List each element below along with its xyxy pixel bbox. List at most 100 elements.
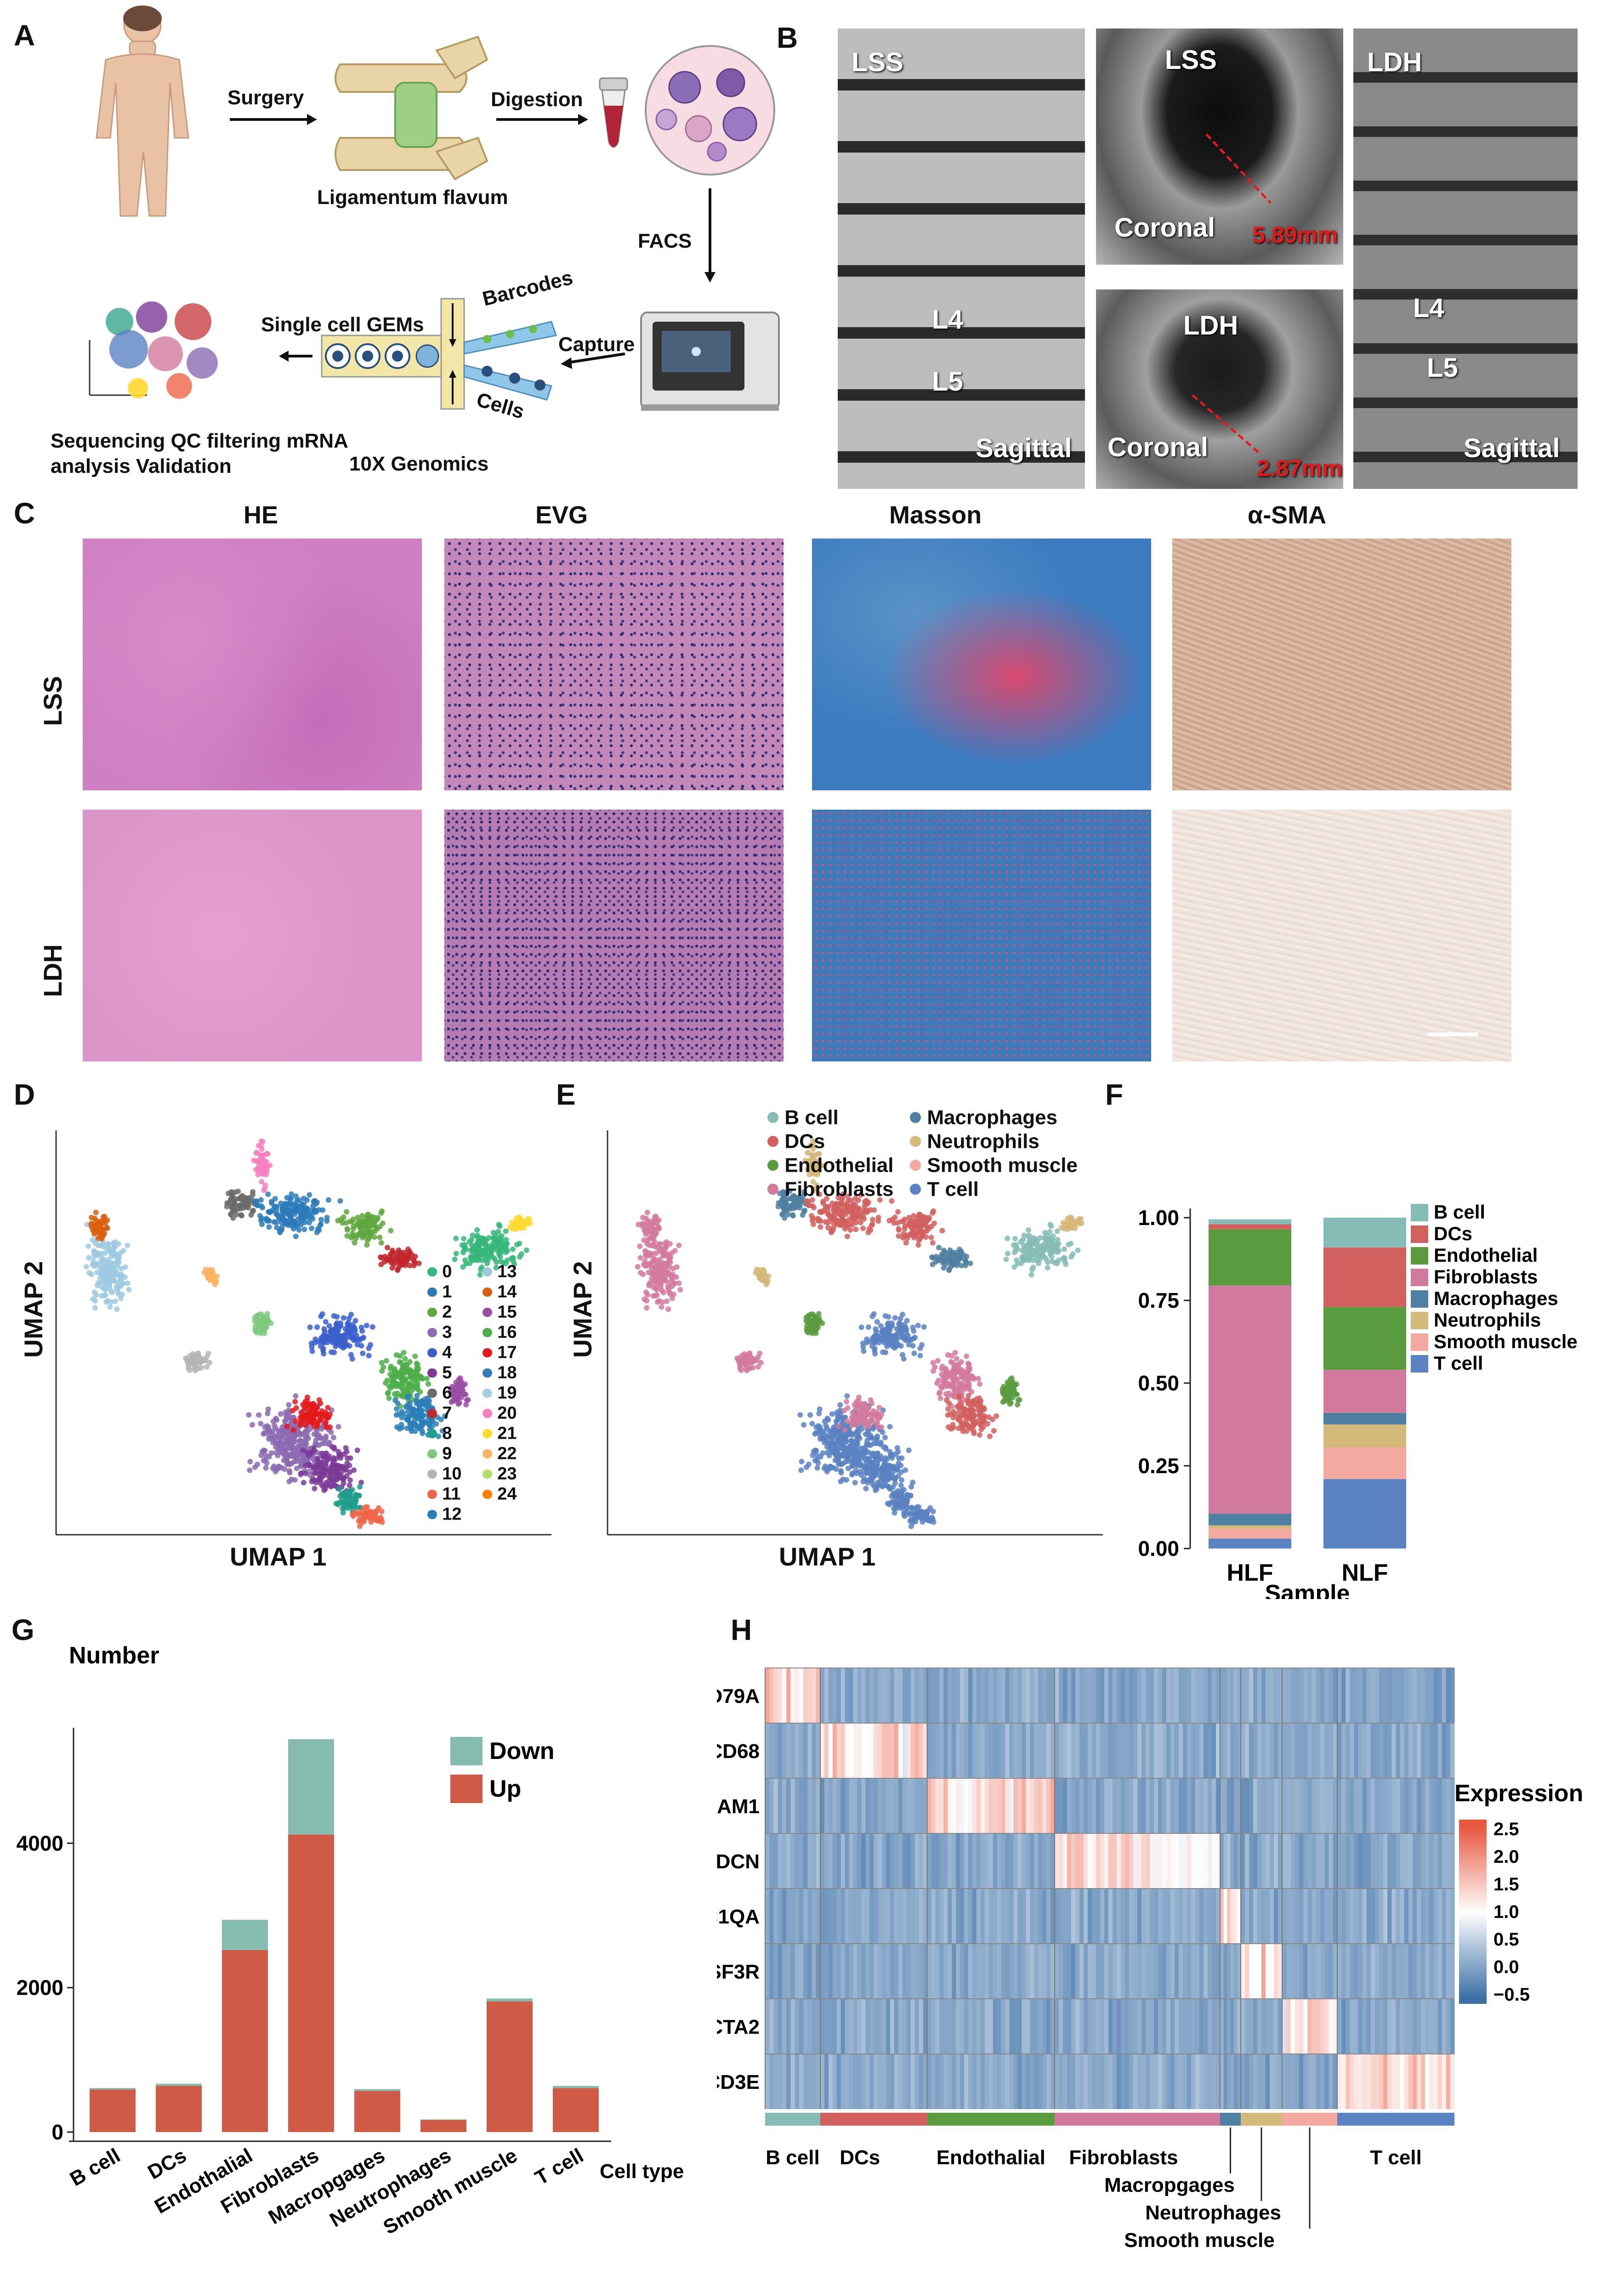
y-tick-label: 0.25 [1138,1454,1179,1478]
umap-point [861,1476,867,1482]
mini-umap-icon [89,301,218,399]
umap-point [895,1464,901,1470]
column-title-masson: Masson [889,501,982,529]
umap-point [1047,1229,1053,1235]
umap-point [116,1291,122,1297]
legend-item: 21 [483,1423,517,1443]
heatmap-cell [927,1723,932,1778]
umap-point [815,1217,821,1223]
umap-point [848,1432,853,1437]
heatmap-cell [816,1999,821,2054]
umap-point [393,1384,399,1390]
umap-point [307,1192,312,1198]
heatmap-cell [786,1723,791,1778]
umap-point [946,1267,952,1273]
umap-point [852,1402,857,1408]
umap-point [811,1205,817,1210]
umap-point [254,1326,260,1332]
heatmap-cell [914,2054,920,2109]
umap-point [843,1477,849,1483]
umap-point [893,1492,899,1498]
mri-measure: 2.87mm [1257,455,1343,481]
umap-point [863,1470,869,1476]
umap-point [293,1193,299,1199]
umap-point [676,1242,682,1248]
heatmap-cell [890,1723,895,1778]
umap-point [741,1351,747,1357]
umap-point [901,1231,907,1237]
heatmap-cell [799,1999,804,2054]
umap-point [1075,1219,1081,1225]
umap-point [994,1413,999,1419]
umap-point [661,1252,667,1258]
step-sequencing-label-2: analysis Validation [51,455,232,477]
heatmap-cell [828,1944,833,1999]
heatmap-cell [914,1723,920,1778]
umap-point [86,1255,92,1261]
umap-point [923,1234,929,1240]
umap-point [90,1262,96,1268]
umap-point [879,1424,885,1430]
umap-point [83,1264,89,1270]
umap-point [423,1403,428,1408]
umap-point [278,1411,284,1417]
umap-point [1042,1235,1048,1241]
legend-item: 19 [483,1383,517,1403]
umap-point [881,1458,887,1464]
legend-label: Smooth muscle [1434,1331,1578,1352]
panel-label-d: D [14,1078,35,1111]
umap-point [274,1203,280,1209]
umap-point [496,1222,502,1228]
heatmap-cell [1005,1668,1010,1723]
umap-point [858,1472,864,1478]
bar-segment [420,2120,466,2132]
umap-point [407,1359,413,1365]
umap-point [971,1413,977,1419]
bar-segment [487,2001,533,2132]
umap-point [872,1345,878,1351]
umap-point [963,1417,969,1423]
umap-point [115,1285,121,1291]
umap-point [426,1381,431,1387]
heatmap-cell [861,1668,866,1723]
umap-point [365,1514,371,1520]
umap-point [909,1484,914,1490]
umap-point [806,1319,812,1325]
legend-item: Macrophages [910,1105,1057,1129]
umap-point [273,1450,279,1456]
umap-point [850,1218,856,1224]
umap-point [328,1429,334,1435]
umap-d-legend: 0 1 2 3 4 5 6 7 8 9 10 11 12 13 14 15 16 17 18 19 20 21 22 23 24 [427,1261,565,1537]
heatmap-cell [906,2054,911,2109]
umap-point [406,1384,412,1390]
heatmap-cell [882,1778,886,1833]
umap-point [326,1323,332,1329]
umap-point [936,1245,942,1251]
umap-point [738,1367,744,1373]
umap-point [320,1345,326,1351]
umap-point [414,1365,420,1371]
umap-point [206,1360,212,1366]
umap-point [937,1395,943,1401]
umap-point [293,1393,299,1399]
umap-point [1058,1225,1064,1231]
umap-point [394,1406,400,1412]
umap-point [473,1242,479,1248]
umap-point [394,1424,400,1430]
heatmap-cell [849,1833,854,1889]
umap-point [863,1486,869,1492]
umap-point [898,1490,904,1496]
umap-point [957,1246,962,1252]
legend-item: 11 [427,1484,460,1504]
heatmap-cell [874,1668,878,1723]
umap-point [289,1461,294,1467]
umap-point [510,1255,516,1261]
umap-point [389,1248,395,1254]
umap-point [495,1229,501,1235]
heatmap-cell [878,1999,882,2054]
umap-point [239,1193,245,1199]
umap-point [346,1330,352,1336]
umap-point [935,1358,941,1364]
umap-point [329,1349,334,1355]
umap-point [865,1199,871,1205]
